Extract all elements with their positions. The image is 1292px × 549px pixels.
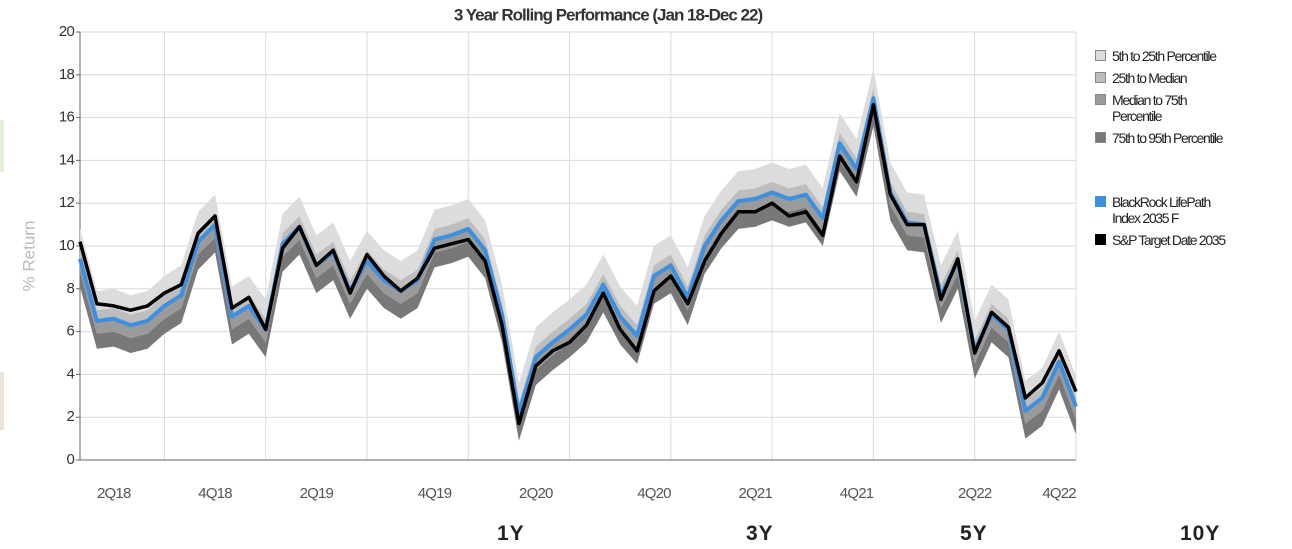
x-tick-label: 2Q19	[300, 485, 334, 502]
x-tick-label: 2Q18	[97, 485, 131, 502]
y-tick-label: 18	[59, 66, 75, 83]
x-tick-label: 2Q22	[958, 485, 992, 502]
x-tick-label: 4Q21	[840, 485, 874, 502]
edge-decoration	[0, 372, 4, 430]
y-tick-label: 20	[59, 23, 75, 40]
series-line	[78, 103, 1078, 426]
legend-label: 25th to Median	[1112, 70, 1188, 86]
y-tick-label: 4	[66, 365, 74, 382]
y-tick-label: 6	[66, 323, 74, 340]
y-tick-label: 12	[59, 194, 75, 211]
legend-swatch	[1095, 196, 1106, 207]
x-tick-label: 4Q20	[637, 485, 671, 502]
legend-item: BlackRock LifePath Index 2035 F	[1095, 194, 1292, 226]
period-button[interactable]: 10Y	[1180, 522, 1221, 545]
legend-label: S&P Target Date 2035	[1112, 232, 1226, 248]
legend-swatch	[1095, 234, 1106, 245]
x-tick-label: 4Q19	[418, 485, 452, 502]
y-tick-label: 10	[59, 237, 75, 254]
chart-title: 3 Year Rolling Performance (Jan 18-Dec 2…	[454, 5, 763, 24]
legend-item: 25th to Median	[1095, 70, 1292, 86]
legend-item: Median to 75th Percentile	[1095, 92, 1292, 124]
period-button[interactable]: 3Y	[746, 522, 774, 545]
x-tick-label: 4Q18	[198, 485, 232, 502]
legend-label: 75th to 95th Percentile	[1112, 130, 1224, 146]
legend-item: 5th to 25th Percentile	[1095, 48, 1292, 64]
legend-gap	[1095, 152, 1292, 194]
legend-swatch	[1095, 50, 1106, 61]
legend-swatch	[1095, 132, 1106, 143]
y-tick-label: 2	[66, 408, 74, 425]
legend-item: 75th to 95th Percentile	[1095, 130, 1292, 146]
edge-decoration	[0, 120, 4, 172]
period-button[interactable]: 5Y	[960, 522, 988, 545]
y-axis-label: % Return	[19, 221, 38, 292]
y-tick-label: 0	[66, 451, 74, 468]
legend-label: BlackRock LifePath Index 2035 F	[1112, 194, 1211, 226]
period-button[interactable]: 1Y	[497, 522, 525, 545]
x-tick-label: 2Q21	[739, 485, 773, 502]
x-tick-label: 4Q22	[1042, 485, 1076, 502]
legend-label: Median to 75th Percentile	[1112, 92, 1188, 124]
legend-swatch	[1095, 94, 1106, 105]
percentile-band	[80, 87, 1076, 413]
legend-item: S&P Target Date 2035	[1095, 232, 1292, 248]
percentile-band	[80, 111, 1076, 441]
series-line	[78, 96, 1078, 415]
y-tick-label: 16	[59, 109, 75, 126]
y-tick-label: 8	[66, 280, 74, 297]
y-tick-label: 14	[59, 151, 75, 168]
legend-swatch	[1095, 72, 1106, 83]
percentile-band	[80, 68, 1076, 403]
legend-label: 5th to 25th Percentile	[1112, 48, 1217, 64]
legend: 5th to 25th Percentile 25th to Median Medi…	[1095, 48, 1292, 254]
x-tick-label: 2Q20	[519, 485, 553, 502]
